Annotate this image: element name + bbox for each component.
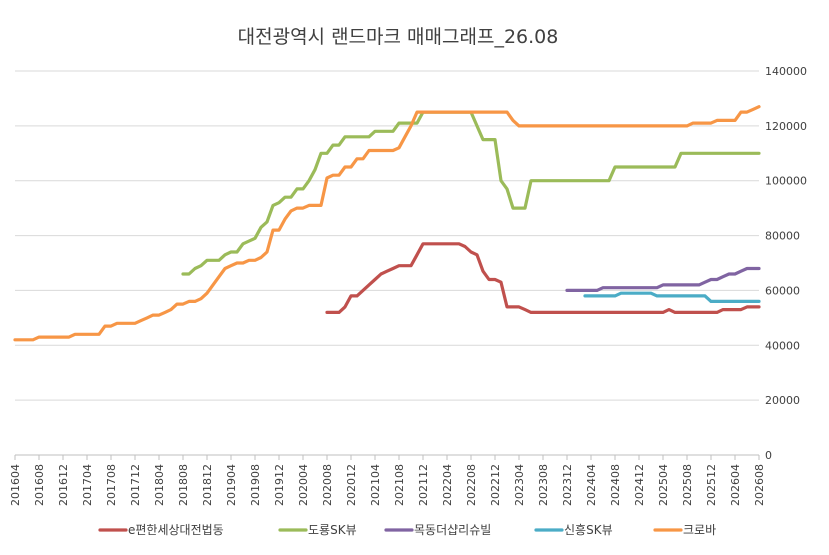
x-tick-label: 201808 <box>177 464 190 506</box>
x-tick-label: 201704 <box>81 464 94 506</box>
y-tick-label: 20000 <box>765 394 800 407</box>
x-tick-label: 202308 <box>537 464 550 506</box>
x-tick-label: 202104 <box>369 464 382 506</box>
legend-label: 도룡SK뷰 <box>308 523 357 537</box>
legend-label: 목동더샵리슈빌 <box>414 523 491 537</box>
x-tick-label: 201612 <box>57 464 70 506</box>
x-tick-label: 202408 <box>609 464 622 506</box>
series-line <box>325 242 761 314</box>
x-tick-label: 202608 <box>753 464 766 506</box>
legend-label: 크로바 <box>683 523 716 537</box>
y-axis: 0 20000 40000 60000 80000 100000 120000 140000 <box>765 65 807 462</box>
x-tick-label: 202204 <box>441 464 454 506</box>
x-tick-label: 201812 <box>201 464 214 506</box>
x-tick-label: 202512 <box>705 464 718 506</box>
y-tick-label: 140000 <box>765 65 807 78</box>
y-tick-label: 0 <box>765 449 772 462</box>
x-tick-label: 201604 <box>9 464 22 506</box>
x-tick-label: 202404 <box>585 464 598 506</box>
series-line <box>181 110 761 276</box>
x-tick-label: 201804 <box>153 464 166 506</box>
y-tick-label: 120000 <box>765 120 807 133</box>
x-tick-label: 202112 <box>417 464 430 506</box>
x-tick-label: 201712 <box>129 464 142 506</box>
series-line <box>13 105 761 342</box>
x-tick-label: 201904 <box>225 464 238 506</box>
y-tick-label: 40000 <box>765 339 800 352</box>
x-axis: 201604 201608 201612 201704 201708 201712 2018… <box>9 455 766 506</box>
y-tick-label: 80000 <box>765 230 800 243</box>
series-line <box>565 266 761 292</box>
x-tick-label: 202412 <box>633 464 646 506</box>
x-tick-label: 202212 <box>489 464 502 506</box>
x-tick-label: 202108 <box>393 464 406 506</box>
legend-label: e편한세상대전법동 <box>128 523 224 537</box>
series-lines <box>13 105 761 342</box>
chart-title: 대전광역시 랜드마크 매매그래프_26.08 <box>238 26 559 48</box>
x-tick-label: 202012 <box>345 464 358 506</box>
x-tick-label: 202604 <box>729 464 742 506</box>
x-tick-label: 202208 <box>465 464 478 506</box>
x-tick-label: 201908 <box>249 464 262 506</box>
x-tick-label: 202304 <box>513 464 526 506</box>
y-tick-label: 60000 <box>765 284 800 297</box>
x-tick-label: 202504 <box>657 464 670 506</box>
series-line <box>583 291 761 303</box>
legend: e편한세상대전법동 도룡SK뷰 목동더샵리슈빌 신흥SK뷰 크로바 <box>98 523 716 537</box>
x-tick-label: 202008 <box>321 464 334 506</box>
x-tick-label: 201708 <box>105 464 118 506</box>
x-tick-label: 202312 <box>561 464 574 506</box>
y-tick-label: 100000 <box>765 175 807 188</box>
x-tick-label: 202508 <box>681 464 694 506</box>
legend-label: 신흥SK뷰 <box>564 523 613 537</box>
x-tick-label: 202004 <box>297 464 310 506</box>
x-tick-label: 201608 <box>33 464 46 506</box>
x-tick-label: 201912 <box>273 464 286 506</box>
